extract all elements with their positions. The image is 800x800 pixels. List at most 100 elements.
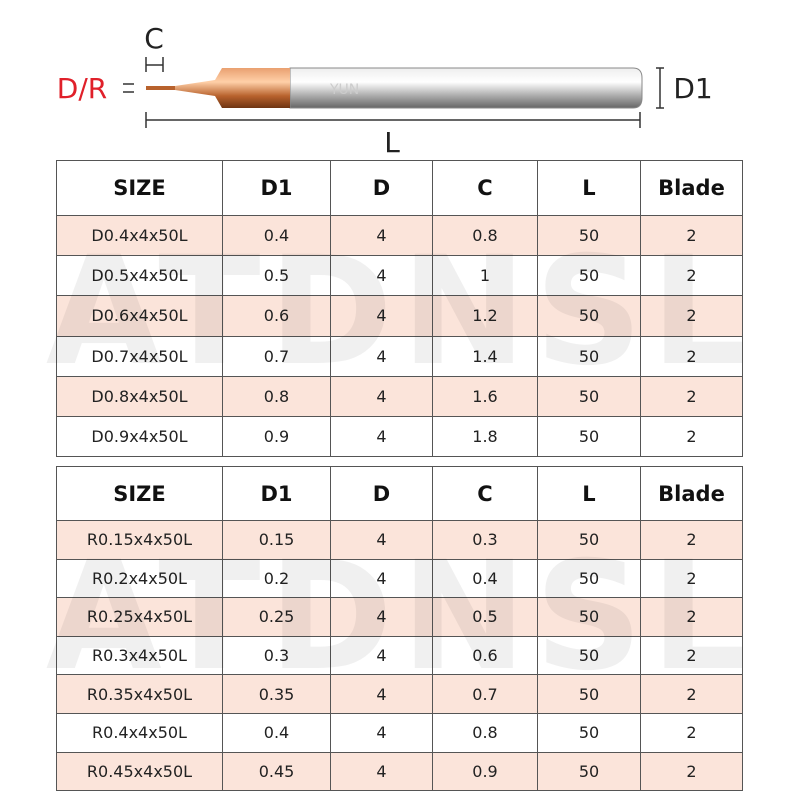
cell: 50 [537, 255, 641, 297]
cell: 0.35 [222, 674, 331, 714]
cell: 0.8 [432, 214, 538, 257]
header-cell: L [537, 160, 641, 216]
cell: 2 [640, 597, 743, 637]
cell: 2 [640, 415, 743, 458]
cell: 0.2 [222, 558, 331, 599]
cell: 0.4 [222, 712, 331, 753]
cell: 50 [537, 751, 641, 792]
header-cell: SIZE [56, 160, 223, 216]
cell: 0.4 [432, 558, 538, 599]
cell: 0.5 [432, 597, 538, 637]
data-row: D0.4x4x50L 0.4 4 0.8 50 2 [56, 214, 743, 257]
data-row: R0.35x4x50L 0.35 4 0.7 50 2 [56, 674, 743, 714]
cell: 50 [537, 375, 641, 417]
dimension-lines [123, 57, 664, 128]
label-d1: D1 [673, 72, 712, 105]
header-cell: SIZE [56, 466, 223, 521]
data-row: D0.5x4x50L 0.5 4 1 50 2 [56, 255, 743, 297]
header-cell: L [537, 466, 641, 521]
cell: D0.8x4x50L [56, 375, 223, 417]
cell: 0.7 [222, 335, 331, 377]
label-l: L [384, 126, 400, 159]
cell: 4 [330, 635, 433, 676]
cell: 50 [537, 674, 641, 714]
data-row: D0.6x4x50L 0.6 4 1.2 50 2 [56, 295, 743, 337]
coated-neck [175, 68, 290, 108]
cell: 4 [330, 558, 433, 599]
cell: 4 [330, 674, 433, 714]
data-row: R0.45x4x50L 0.45 4 0.9 50 2 [56, 751, 743, 792]
cell: 4 [330, 295, 433, 337]
cell: R0.15x4x50L [56, 520, 223, 560]
cell: 4 [330, 415, 433, 458]
header-cell: D1 [222, 160, 331, 216]
cell: 0.8 [432, 712, 538, 753]
cell: D0.5x4x50L [56, 255, 223, 297]
header-cell: D [330, 466, 433, 521]
cell: 50 [537, 520, 641, 560]
cell: 50 [537, 415, 641, 458]
cell: 1 [432, 255, 538, 297]
header-cell: C [432, 160, 538, 216]
cell: 2 [640, 558, 743, 599]
header-cell: Blade [640, 466, 743, 521]
cell: 1.4 [432, 335, 538, 377]
cell: 2 [640, 335, 743, 377]
header-cell: D [330, 160, 433, 216]
spec-table: SIZE D1 D C L Blade R0.15x4x50L 0.15 4 0.3 50 2 R0.2… [56, 466, 743, 792]
cell: 2 [640, 635, 743, 676]
cell: D0.4x4x50L [56, 214, 223, 257]
cell: R0.25x4x50L [56, 597, 223, 637]
data-row: R0.4x4x50L 0.4 4 0.8 50 2 [56, 712, 743, 753]
cell: R0.45x4x50L [56, 751, 223, 792]
label-dr: D/R [57, 72, 107, 105]
cell: 4 [330, 375, 433, 417]
data-row: R0.3x4x50L 0.3 4 0.6 50 2 [56, 635, 743, 676]
cell: 0.4 [222, 214, 331, 257]
cell: 0.3 [432, 520, 538, 560]
cell: 50 [537, 558, 641, 599]
cell: R0.3x4x50L [56, 635, 223, 676]
data-row: R0.15x4x50L 0.15 4 0.3 50 2 [56, 520, 743, 560]
header-cell: Blade [640, 160, 743, 216]
tool-diagram: YUN C D/R D1 L [57, 22, 713, 159]
cell: 2 [640, 712, 743, 753]
header-cell: D1 [222, 466, 331, 521]
cell: 50 [537, 335, 641, 377]
cell: 0.3 [222, 635, 331, 676]
cell: 0.6 [222, 295, 331, 337]
cell: 0.7 [432, 674, 538, 714]
data-row: D0.8x4x50L 0.8 4 1.6 50 2 [56, 375, 743, 417]
cell: 4 [330, 335, 433, 377]
cell: D0.7x4x50L [56, 335, 223, 377]
data-row: D0.7x4x50L 0.7 4 1.4 50 2 [56, 335, 743, 377]
cell: R0.4x4x50L [56, 712, 223, 753]
cell: 50 [537, 635, 641, 676]
cell: 50 [537, 295, 641, 337]
cell: 4 [330, 751, 433, 792]
cell: 2 [640, 375, 743, 417]
cell: 1.8 [432, 415, 538, 458]
cell: 0.45 [222, 751, 331, 792]
cell: 4 [330, 255, 433, 297]
cell: 1.6 [432, 375, 538, 417]
header-row: SIZE D1 D C L Blade [56, 466, 743, 521]
cell: 50 [537, 214, 641, 257]
shank [289, 67, 643, 109]
cell: 2 [640, 214, 743, 257]
cell: 1.2 [432, 295, 538, 337]
cell: 4 [330, 214, 433, 257]
header-row: SIZE D1 D C L Blade [56, 160, 743, 216]
data-row: R0.25x4x50L 0.25 4 0.5 50 2 [56, 597, 743, 637]
spec-table: SIZE D1 D C L Blade D0.4x4x50L 0.4 4 0.8 50 2 D0.5x4… [56, 160, 743, 458]
cell: 0.9 [432, 751, 538, 792]
cell: 0.9 [222, 415, 331, 458]
cell: 0.8 [222, 375, 331, 417]
cell: 4 [330, 597, 433, 637]
cell: 0.15 [222, 520, 331, 560]
brand: YUN [329, 82, 359, 98]
cell: 4 [330, 712, 433, 753]
cell: 50 [537, 712, 641, 753]
cell: D0.6x4x50L [56, 295, 223, 337]
